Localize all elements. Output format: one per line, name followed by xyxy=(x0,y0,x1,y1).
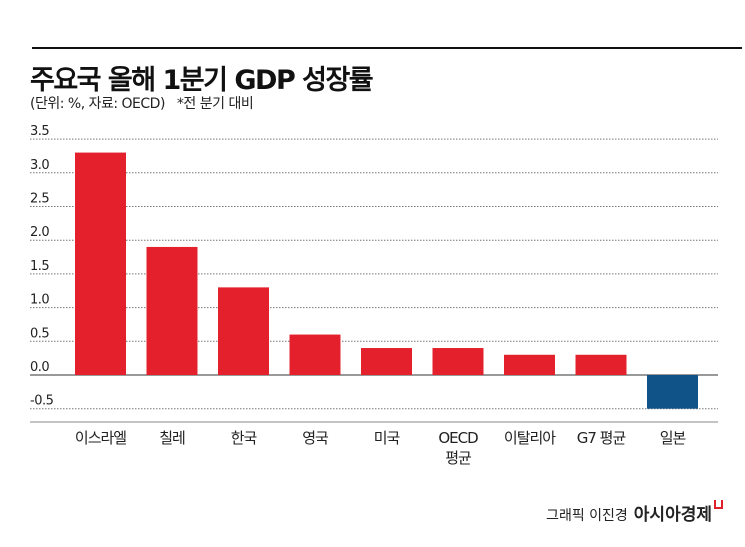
y-tick-label: 3.0 xyxy=(30,158,49,173)
top-rule xyxy=(32,47,742,49)
x-tick-label: 영국 xyxy=(302,429,329,447)
unit-source: (단위: %, 자료: OECD) xyxy=(30,96,165,112)
y-tick-label: 1.0 xyxy=(30,293,49,308)
x-tick-label: 이탈리아 xyxy=(504,429,556,447)
bar-3 xyxy=(289,334,341,375)
bar-4 xyxy=(361,348,412,375)
y-tick-label: 0.5 xyxy=(30,326,49,341)
y-tick-label: 1.5 xyxy=(30,259,49,274)
y-tick-label: 2.5 xyxy=(30,192,49,207)
y-tick-label: 3.5 xyxy=(30,124,49,139)
x-tick-label: 일본 xyxy=(660,429,686,447)
chart-title: 주요국 올해 1분기 GDP 성장률 xyxy=(30,65,374,96)
x-tick-label: G7 평균 xyxy=(577,429,627,447)
bar-5 xyxy=(432,348,484,375)
x-tick-label: 이스라엘 xyxy=(75,429,126,447)
brand-logo: 아시아경제 xyxy=(633,505,712,525)
author: 그래픽 이진경 xyxy=(546,508,628,524)
y-tick-label: -0.5 xyxy=(30,394,54,409)
x-tick-label: 한국 xyxy=(231,429,258,447)
x-tick-label: OECD 평균 xyxy=(438,429,478,467)
bar-2 xyxy=(218,287,269,375)
credit: 그래픽 이진경 아시아경제 xyxy=(546,500,723,525)
bar-6 xyxy=(504,354,555,375)
bar-7 xyxy=(575,354,627,375)
x-tick-label: 칠레 xyxy=(159,429,185,447)
bar-8 xyxy=(647,375,698,409)
chart-subtitle: (단위: %, 자료: OECD) *전 분기 대비 xyxy=(30,93,265,113)
bar-0 xyxy=(75,152,126,375)
y-tick-label: 0.0 xyxy=(30,360,49,375)
y-tick-label: 2.0 xyxy=(30,225,49,240)
brand-mark-icon xyxy=(714,500,723,509)
bar-1 xyxy=(146,246,198,375)
x-tick-label: 미국 xyxy=(374,429,401,447)
note: *전 분기 대비 xyxy=(176,96,254,112)
